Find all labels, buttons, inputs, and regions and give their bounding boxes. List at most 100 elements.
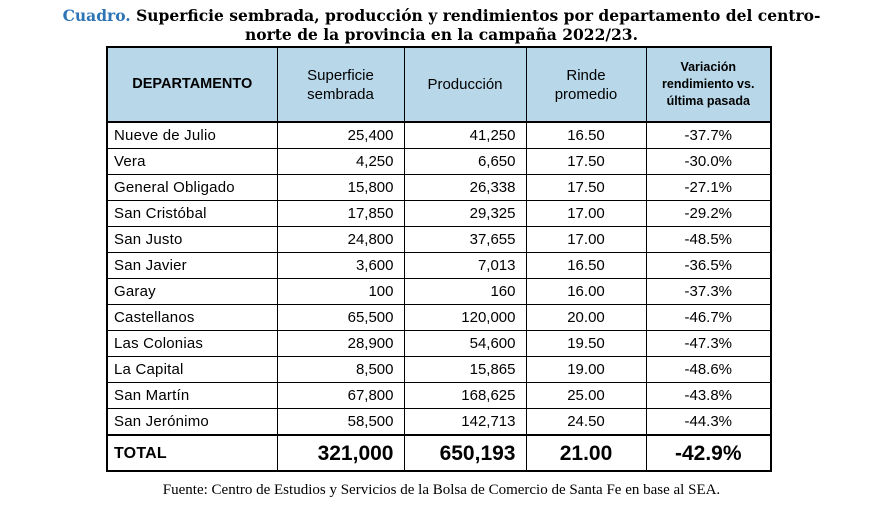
cell-departamento: San Cristóbal <box>106 200 278 227</box>
table-row: Castellanos 65,500 120,000 20.00 -46.7% <box>106 304 772 331</box>
cell-produccion: 168,625 <box>403 382 527 409</box>
cell-rinde: 19.00 <box>525 356 647 383</box>
total-cell-superficie: 321,000 <box>276 434 405 472</box>
cell-superficie: 100 <box>276 278 405 305</box>
cell-produccion: 54,600 <box>403 330 527 357</box>
cell-superficie: 28,900 <box>276 330 405 357</box>
cell-variacion: -37.7% <box>645 121 772 149</box>
header-superficie-line-1: Superficie <box>307 66 374 84</box>
cell-superficie: 58,500 <box>276 408 405 436</box>
cell-rinde: 19.50 <box>525 330 647 357</box>
cell-superficie: 15,800 <box>276 174 405 201</box>
cell-produccion: 37,655 <box>403 226 527 253</box>
header-superficie: Superficie sembrada <box>276 46 405 123</box>
cell-rinde: 17.00 <box>525 200 647 227</box>
cell-rinde: 16.00 <box>525 278 647 305</box>
cell-superficie: 67,800 <box>276 382 405 409</box>
cell-rinde: 20.00 <box>525 304 647 331</box>
table-row: La Capital 8,500 15,865 19.00 -48.6% <box>106 356 772 383</box>
cell-produccion: 26,338 <box>403 174 527 201</box>
table-body: Nueve de Julio 25,400 41,250 16.50 -37.7% Ver… <box>106 121 772 472</box>
header-departamento: DEPARTAMENTO <box>106 46 278 123</box>
cell-produccion: 7,013 <box>403 252 527 279</box>
caption-text-1: Superficie sembrada, producción y rendim… <box>136 6 821 25</box>
table-row: Vera 4,250 6,650 17.50 -30.0% <box>106 148 772 175</box>
cell-variacion: -48.6% <box>645 356 772 383</box>
cell-variacion: -37.3% <box>645 278 772 305</box>
cell-variacion: -48.5% <box>645 226 772 253</box>
cell-superficie: 24,800 <box>276 226 405 253</box>
cell-variacion: -44.3% <box>645 408 772 436</box>
table-row: San Justo 24,800 37,655 17.00 -48.5% <box>106 226 772 253</box>
cell-superficie: 4,250 <box>276 148 405 175</box>
cell-produccion: 6,650 <box>403 148 527 175</box>
cell-produccion: 160 <box>403 278 527 305</box>
total-row: TOTAL 321,000 650,193 21.00 -42.9% <box>106 434 772 472</box>
cell-departamento: San Justo <box>106 226 278 253</box>
header-superficie-line-2: sembrada <box>307 85 374 103</box>
cell-produccion: 120,000 <box>403 304 527 331</box>
cell-variacion: -47.3% <box>645 330 772 357</box>
cell-rinde: 16.50 <box>525 121 647 149</box>
total-cell-produccion: 650,193 <box>403 434 527 472</box>
cell-departamento: San Javier <box>106 252 278 279</box>
cell-departamento: General Obligado <box>106 174 278 201</box>
cell-produccion: 142,713 <box>403 408 527 436</box>
cell-variacion: -30.0% <box>645 148 772 175</box>
total-cell-variacion: -42.9% <box>645 434 772 472</box>
cell-departamento: Castellanos <box>106 304 278 331</box>
header-rinde-line-2: promedio <box>554 85 618 103</box>
cell-rinde: 17.50 <box>525 148 647 175</box>
cell-superficie: 17,850 <box>276 200 405 227</box>
table-row: San Cristóbal 17,850 29,325 17.00 -29.2% <box>106 200 772 227</box>
caption-label: Cuadro. <box>62 6 131 25</box>
cell-variacion: -46.7% <box>645 304 772 331</box>
data-table: DEPARTAMENTO Superficie sembrada Producc… <box>106 46 772 472</box>
header-row: DEPARTAMENTO Superficie sembrada Producc… <box>106 46 772 123</box>
cell-departamento: La Capital <box>106 356 278 383</box>
cell-departamento: San Jerónimo <box>106 408 278 436</box>
header-variacion: Variación rendimiento vs. última pasada <box>645 46 772 123</box>
cell-variacion: -27.1% <box>645 174 772 201</box>
cell-rinde: 16.50 <box>525 252 647 279</box>
table-row: Nueve de Julio 25,400 41,250 16.50 -37.7% <box>106 121 772 149</box>
header-produccion: Producción <box>403 46 527 123</box>
total-cell-departamento: TOTAL <box>106 434 278 472</box>
cell-superficie: 3,600 <box>276 252 405 279</box>
cell-rinde: 17.00 <box>525 226 647 253</box>
total-cell-rinde: 21.00 <box>525 434 647 472</box>
table-row: San Martín 67,800 168,625 25.00 -43.8% <box>106 382 772 409</box>
table-row: Las Colonias 28,900 54,600 19.50 -47.3% <box>106 330 772 357</box>
cell-variacion: -36.5% <box>645 252 772 279</box>
cell-variacion: -29.2% <box>645 200 772 227</box>
table-row: San Jerónimo 58,500 142,713 24.50 -44.3% <box>106 408 772 436</box>
table-row: Garay 100 160 16.00 -37.3% <box>106 278 772 305</box>
cell-produccion: 29,325 <box>403 200 527 227</box>
caption-text-2: norte de la provincia en la campaña 2022… <box>245 25 638 44</box>
cell-departamento: San Martín <box>106 382 278 409</box>
cell-produccion: 41,250 <box>403 121 527 149</box>
caption-line-1: Cuadro. Superficie sembrada, producción … <box>20 6 863 25</box>
table-caption: Cuadro. Superficie sembrada, producción … <box>20 6 863 44</box>
data-table-container: DEPARTAMENTO Superficie sembrada Producc… <box>106 46 772 472</box>
cell-rinde: 17.50 <box>525 174 647 201</box>
cell-departamento: Vera <box>106 148 278 175</box>
cell-superficie: 8,500 <box>276 356 405 383</box>
cell-rinde: 24.50 <box>525 408 647 436</box>
cell-superficie: 65,500 <box>276 304 405 331</box>
cell-superficie: 25,400 <box>276 121 405 149</box>
table-row: San Javier 3,600 7,013 16.50 -36.5% <box>106 252 772 279</box>
cell-departamento: Nueve de Julio <box>106 121 278 149</box>
cell-rinde: 25.00 <box>525 382 647 409</box>
cell-variacion: -43.8% <box>645 382 772 409</box>
cell-departamento: Garay <box>106 278 278 305</box>
header-rinde: Rinde promedio <box>525 46 647 123</box>
table-row: General Obligado 15,800 26,338 17.50 -27.1% <box>106 174 772 201</box>
source-note: Fuente: Centro de Estudios y Servicios d… <box>162 482 721 498</box>
header-variacion-line-2: rendimiento vs. <box>662 77 755 91</box>
header-rinde-line-1: Rinde <box>566 66 606 84</box>
cell-produccion: 15,865 <box>403 356 527 383</box>
header-variacion-line-3: última pasada <box>666 94 750 108</box>
header-variacion-line-1: Variación <box>680 60 737 74</box>
cell-departamento: Las Colonias <box>106 330 278 357</box>
